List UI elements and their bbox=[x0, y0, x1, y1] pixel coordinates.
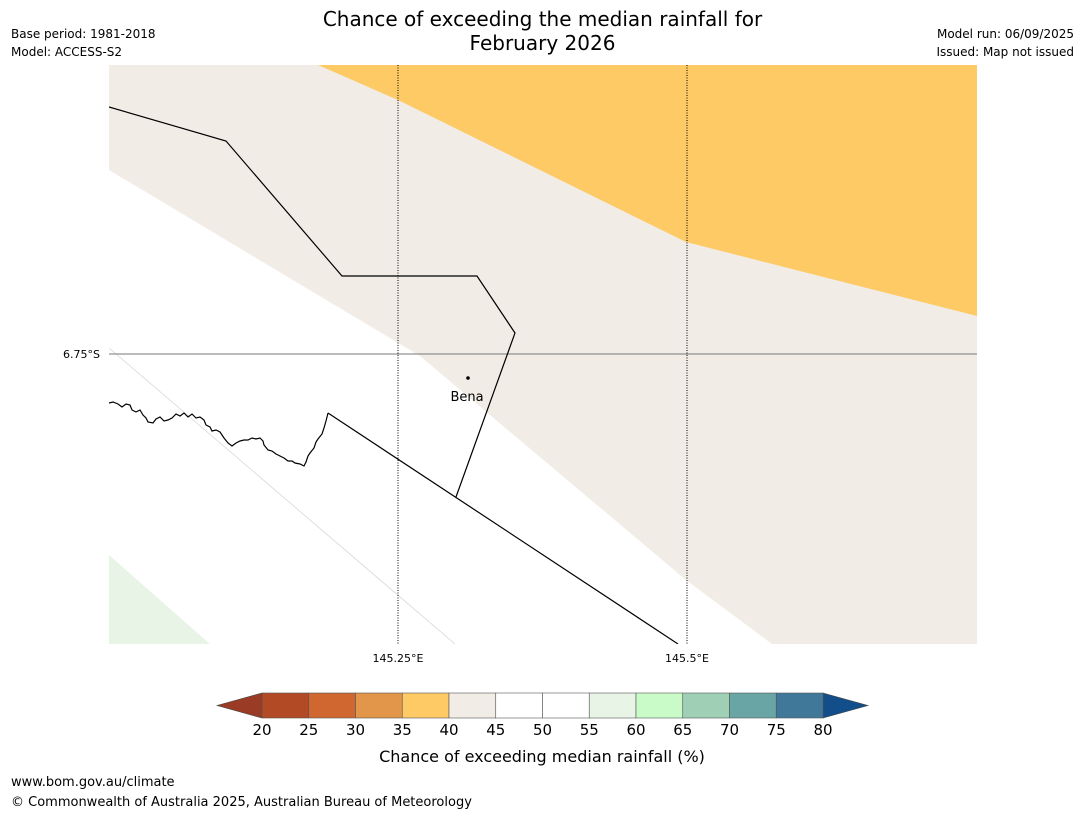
base-period-text: Base period: 1981-2018 bbox=[11, 27, 156, 41]
colorbar-bin bbox=[588, 692, 637, 719]
colorbar-bin bbox=[401, 692, 450, 719]
colorbar-bin bbox=[682, 692, 730, 719]
longitude-label-1: 145.25°E bbox=[373, 652, 424, 665]
province-boundary bbox=[109, 106, 516, 498]
model-run-text: Model run: 06/09/2025 bbox=[936, 27, 1074, 41]
model-text: Model: ACCESS-S2 bbox=[11, 45, 123, 59]
metadata-right: Model run: 06/09/2025 Issued: Map not is… bbox=[936, 25, 1074, 61]
colorbar: 20 25 30 35 40 45 50 55 60 65 70 75 80 bbox=[215, 692, 870, 739]
colorbar-bin bbox=[495, 692, 543, 719]
river-line bbox=[109, 401, 329, 467]
colorbar-bin bbox=[729, 692, 777, 719]
colorbar-tick-label: 35 bbox=[393, 721, 412, 739]
colorbar-bins bbox=[261, 692, 824, 719]
footer-copyright: © Commonwealth of Australia 2025, Austra… bbox=[11, 795, 472, 810]
colorbar-tick-label: 60 bbox=[626, 721, 645, 739]
colorbar-bin bbox=[542, 692, 590, 719]
colorbar-bin bbox=[448, 692, 497, 719]
title-line-2: February 2026 bbox=[469, 31, 616, 55]
colorbar-under-arrow bbox=[215, 692, 263, 719]
issued-text: Issued: Map not issued bbox=[936, 45, 1074, 59]
map-title: Chance of exceeding the median rainfall … bbox=[0, 7, 1085, 55]
colorbar-tick-label: 80 bbox=[813, 721, 832, 739]
colorbar-ticks: 20 25 30 35 40 45 50 55 60 65 70 75 80 bbox=[252, 721, 832, 739]
colorbar-tick-label: 50 bbox=[533, 721, 552, 739]
contour-line bbox=[109, 347, 456, 644]
colorbar-bin bbox=[308, 692, 356, 719]
map-area bbox=[109, 65, 977, 644]
longitude-label-2: 145.5°E bbox=[665, 652, 709, 665]
colorbar-tick-label: 25 bbox=[299, 721, 318, 739]
colorbar-tick-label: 70 bbox=[720, 721, 739, 739]
colorbar-tick-label: 20 bbox=[252, 721, 271, 739]
colorbar-bin bbox=[261, 692, 310, 719]
colorbar-title: Chance of exceeding median rainfall (%) bbox=[379, 747, 705, 766]
region-55-60 bbox=[109, 555, 210, 644]
colorbar-tick-label: 55 bbox=[580, 721, 599, 739]
footer-url: www.bom.gov.au/climate bbox=[11, 775, 175, 790]
town-label-bena: Bena bbox=[450, 390, 483, 405]
colorbar-tick-label: 45 bbox=[486, 721, 505, 739]
region-35-40 bbox=[318, 65, 977, 316]
metadata-left: Base period: 1981-2018 Model: ACCESS-S2 bbox=[11, 25, 156, 61]
colorbar-bin bbox=[635, 692, 684, 719]
province-boundary-south bbox=[327, 412, 679, 644]
colorbar-tick-label: 75 bbox=[767, 721, 786, 739]
colorbar-bin bbox=[775, 692, 824, 719]
colorbar-over-arrow bbox=[822, 692, 870, 719]
colorbar-tick-label: 65 bbox=[673, 721, 692, 739]
town-marker bbox=[466, 376, 470, 380]
colorbar-tick-label: 40 bbox=[439, 721, 458, 739]
latitude-label: 6.75°S bbox=[63, 348, 100, 361]
title-line-1: Chance of exceeding the median rainfall … bbox=[322, 7, 763, 31]
colorbar-bin bbox=[355, 692, 403, 719]
colorbar-tick-label: 30 bbox=[346, 721, 365, 739]
